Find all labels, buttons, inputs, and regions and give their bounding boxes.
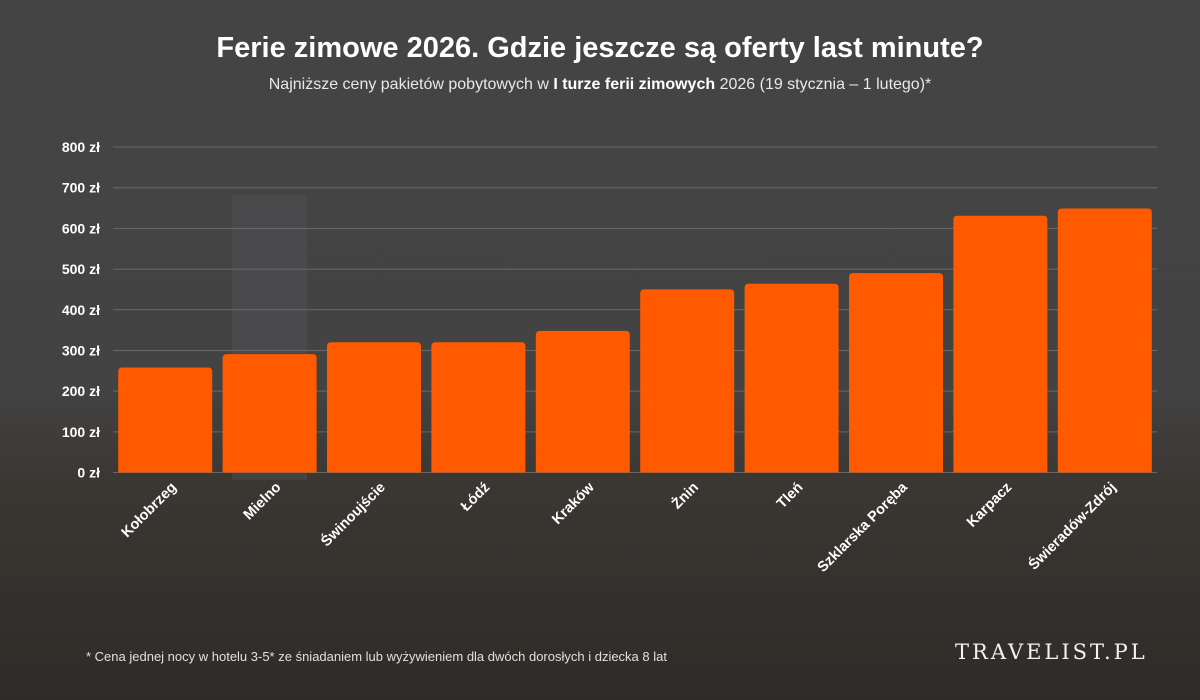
- footnote: * Cena jednej nocy w hotelu 3-5* ze śnia…: [86, 649, 667, 664]
- bar: [222, 354, 317, 473]
- subtitle-text: Najniższe ceny pakietów pobytowych w: [268, 76, 554, 93]
- y-tick-label: 800 zł: [62, 139, 100, 155]
- y-tick-label: 500 zł: [62, 261, 100, 277]
- y-tick-label: 300 zł: [62, 342, 100, 358]
- chart-title: Ferie zimowe 2026. Gdzie jeszcze są ofer…: [216, 32, 984, 64]
- x-tick-label: Szklarska Poręba: [815, 479, 912, 576]
- bar: [118, 367, 213, 473]
- x-tick-label: Tleń: [774, 480, 806, 512]
- bar: [1057, 208, 1152, 473]
- subtitle-text-end: 2026 (19 stycznia – 1 lutego)*: [715, 76, 932, 93]
- x-tick-label: Mielno: [241, 479, 285, 523]
- x-tick-label: Kraków: [549, 479, 598, 528]
- y-tick-label: 0 zł: [77, 465, 100, 481]
- x-tick-label: Świeradów-Zdrój: [1024, 478, 1119, 573]
- y-tick-label: 700 zł: [62, 180, 100, 196]
- bar: [535, 330, 630, 473]
- y-tick-label: 600 zł: [62, 220, 100, 236]
- chart-subtitle: Najniższe ceny pakietów pobytowych w I t…: [0, 76, 1200, 94]
- bar: [849, 273, 943, 473]
- x-tick-label: Karpacz: [964, 480, 1015, 531]
- y-tick-label: 400 zł: [62, 302, 100, 318]
- travelist-logo: TRAVELIST.PL: [955, 640, 1148, 664]
- bar: [431, 342, 526, 473]
- bar: [640, 289, 735, 473]
- x-tick-label: Świnoujście: [317, 478, 389, 550]
- bar: [953, 215, 1048, 473]
- x-tick-label: Kołobrzeg: [119, 480, 180, 541]
- x-tick-label: Żnin: [668, 479, 702, 513]
- y-tick-label: 200 zł: [62, 383, 100, 399]
- bar: [327, 342, 421, 473]
- x-tick-label: Łódź: [458, 480, 493, 515]
- y-tick-label: 100 zł: [62, 424, 100, 440]
- subtitle-bold: I turze ferii zimowych: [553, 76, 716, 93]
- bar: [744, 283, 839, 473]
